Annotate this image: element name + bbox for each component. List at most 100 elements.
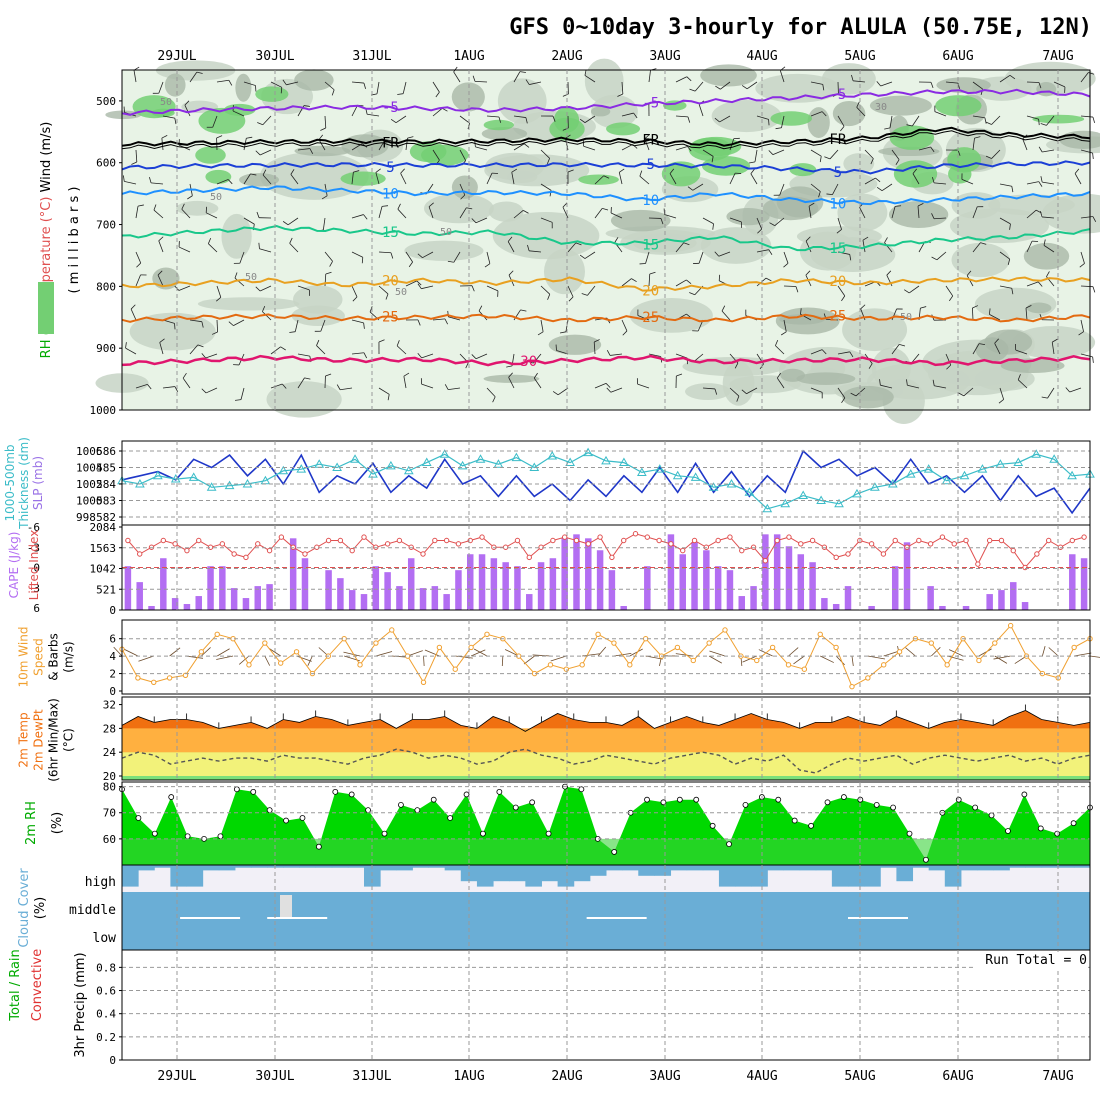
- cape-bar: [703, 550, 709, 610]
- wind-speed-point: [945, 663, 949, 667]
- axis-label: (m/s): [62, 641, 76, 672]
- wind-barb: [1093, 357, 1094, 363]
- date-label-top: 2AUG: [551, 49, 582, 64]
- panel-bg: [122, 441, 1090, 525]
- tick-label-lifted: 6: [33, 602, 40, 615]
- isotherm-label: 15: [382, 225, 399, 241]
- lifted-index-point: [480, 535, 484, 539]
- date-label-top: 30JUL: [255, 49, 294, 64]
- wind-speed-point: [977, 658, 981, 662]
- date-label-top: 6AUG: [942, 49, 973, 64]
- cloud-high-bar: [122, 865, 139, 887]
- cape-bar: [420, 588, 426, 610]
- isotherm-label: 10: [382, 186, 399, 202]
- wind-speed-point: [247, 663, 251, 667]
- isotherm-label: FR: [829, 132, 846, 148]
- tick-label: 700: [96, 219, 116, 232]
- tick-label-slp: 1002: [76, 478, 103, 491]
- lifted-index-point: [976, 562, 980, 566]
- lifted-index-point: [1070, 538, 1074, 542]
- axis-label: 2m RH: [24, 801, 39, 845]
- lifted-index-point: [197, 538, 201, 542]
- rh-contour-label: 50: [245, 272, 257, 283]
- lifted-index-point: [740, 548, 744, 552]
- cloud-high-bar: [574, 865, 591, 881]
- tick-label: 0: [109, 604, 116, 617]
- lifted-index-point: [385, 542, 389, 546]
- rh-region-moist: [484, 120, 514, 131]
- cape-bar: [620, 606, 626, 610]
- lifted-index-point: [775, 538, 779, 542]
- rh2m-point: [792, 818, 797, 823]
- lifted-index-point: [716, 538, 720, 542]
- wind-speed-point: [723, 628, 727, 632]
- lifted-index-point: [185, 548, 189, 552]
- cape-bar: [679, 554, 685, 610]
- axis-label: Convective: [30, 949, 45, 1022]
- wind-speed-point: [548, 663, 552, 667]
- cape-bar: [243, 598, 249, 610]
- lifted-index-point: [444, 538, 448, 542]
- wind-speed-point: [882, 663, 886, 667]
- tick-label: 2: [109, 668, 116, 681]
- cape-bar: [361, 594, 367, 610]
- date-label-bottom: 7AUG: [1042, 1069, 1073, 1084]
- cloud-high-bar: [445, 865, 462, 870]
- cloud-high-bar: [396, 865, 413, 870]
- wind-speed-point: [469, 645, 473, 649]
- rh-region: [235, 74, 251, 102]
- cloud-high-bar: [654, 865, 671, 876]
- cloud-high-bar: [751, 865, 768, 887]
- tick-label: 0.2: [96, 1031, 116, 1044]
- tick-label: 28: [103, 722, 116, 735]
- cape-bar: [479, 554, 485, 610]
- cape-bar: [644, 566, 650, 610]
- rh-contour-label: 50: [440, 227, 452, 238]
- lifted-index-point: [244, 555, 248, 559]
- cloud-high-bar: [187, 865, 204, 887]
- cloud-high-bar: [170, 865, 187, 887]
- axis-label: 10m Wind: [17, 627, 31, 688]
- cape-bar: [526, 594, 532, 610]
- isotherm-label: 25: [382, 310, 399, 326]
- cape-bar: [219, 566, 225, 610]
- isotherm-label: 25: [829, 309, 846, 325]
- cape-bar: [939, 606, 945, 610]
- cloud-high-bar: [477, 865, 494, 887]
- cape-bar: [443, 594, 449, 610]
- cape-bar: [597, 550, 603, 610]
- wind-barb: [769, 119, 770, 125]
- axis-label: 2m Temp: [17, 712, 31, 767]
- cape-bar: [467, 554, 473, 610]
- lifted-index-point: [869, 542, 873, 546]
- cloud-high-bar: [493, 865, 510, 881]
- tick-label: 1000: [90, 404, 117, 417]
- wind-speed-point: [437, 645, 441, 649]
- rh-region: [221, 214, 251, 259]
- date-label-bottom: 6AUG: [942, 1069, 973, 1084]
- lifted-index-point: [692, 538, 696, 542]
- wind-speed-point: [1072, 645, 1076, 649]
- rh2m-point: [956, 797, 961, 802]
- cape-bar: [1010, 582, 1016, 610]
- lifted-index-point: [551, 538, 555, 542]
- axis-label: 2m DewPt: [32, 709, 46, 771]
- rh-region: [239, 173, 279, 186]
- cape-bar: [739, 596, 745, 610]
- wind-speed-point: [374, 641, 378, 645]
- wind-barb-10m: [502, 656, 503, 666]
- lifted-index-point: [1035, 552, 1039, 556]
- rh-region: [842, 308, 907, 351]
- tick-label: 800: [96, 280, 116, 293]
- axis-label: SLP (mb): [31, 456, 45, 510]
- cloud-high-bar: [525, 865, 542, 887]
- rh2m-point: [398, 802, 403, 807]
- rh2m-point: [366, 808, 371, 813]
- tick-label-slp: 1004: [76, 462, 103, 475]
- rh-region-moist: [421, 145, 468, 166]
- rh-region: [712, 100, 782, 132]
- date-label-bottom: 29JUL: [157, 1069, 196, 1084]
- lifted-index-point: [928, 542, 932, 546]
- rh2m-point: [136, 815, 141, 820]
